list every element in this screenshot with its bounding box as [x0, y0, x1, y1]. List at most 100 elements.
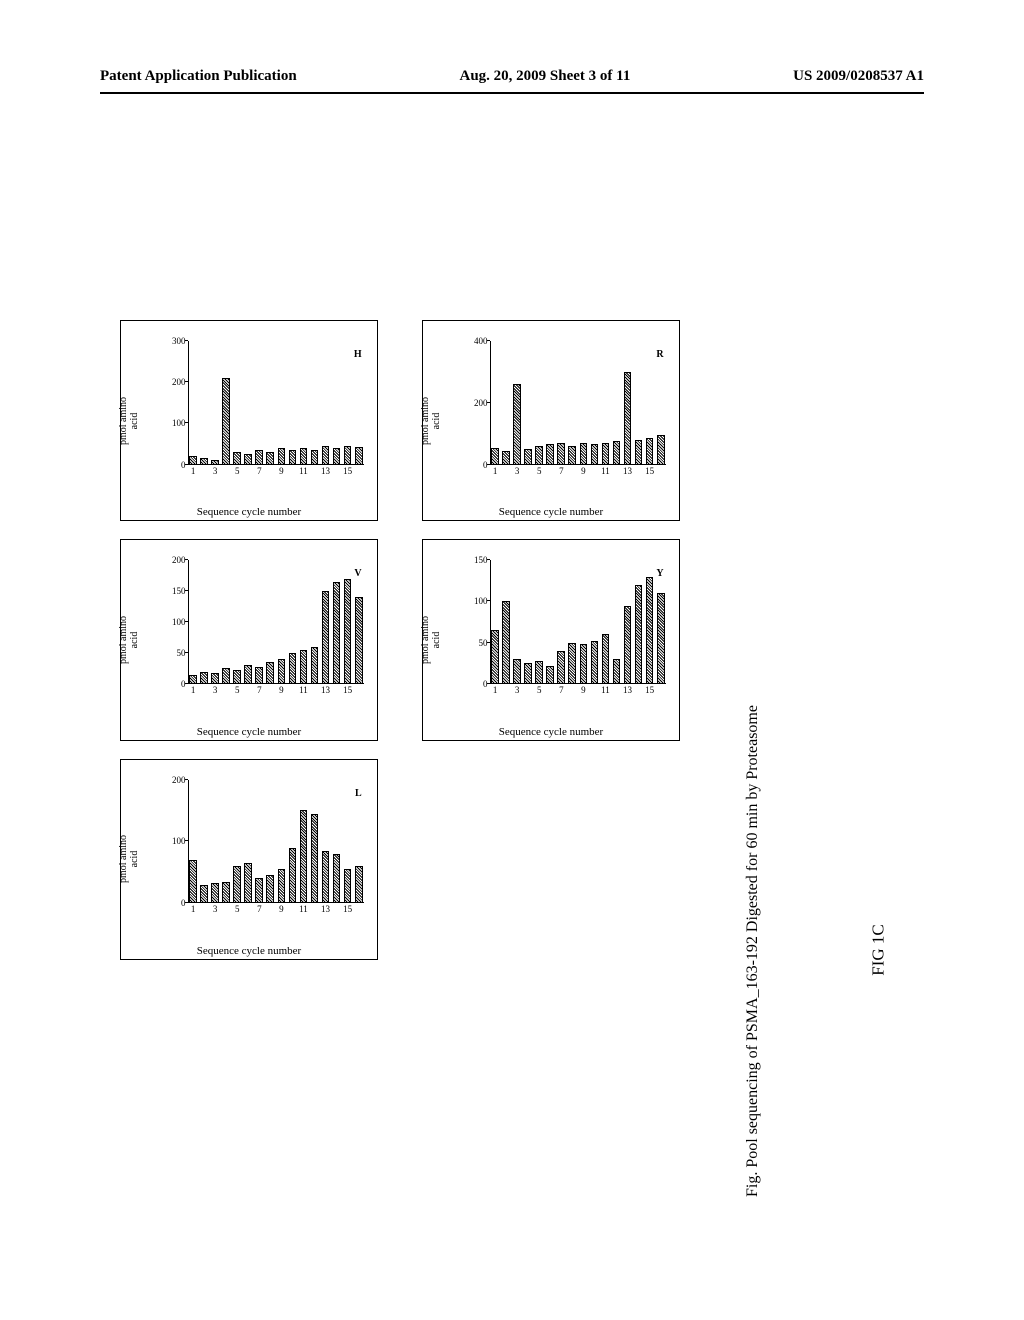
bar: [646, 577, 654, 684]
bar: [613, 659, 621, 684]
chart-panel: pmol amino acid010020030013579111315HSeq…: [120, 320, 378, 521]
plot-area: 010020030013579111315: [188, 341, 365, 465]
y-tick: 200: [474, 398, 488, 408]
bar: [344, 446, 352, 465]
x-tick: 9: [581, 466, 586, 476]
header-rule: [100, 92, 924, 94]
x-tick: 7: [559, 466, 564, 476]
bar: [255, 667, 263, 684]
bar: [255, 878, 263, 903]
y-tick: 100: [172, 836, 186, 846]
y-tick: 0: [483, 460, 488, 470]
x-tick: 1: [493, 685, 498, 695]
bar: [300, 650, 308, 684]
y-axis: [188, 341, 189, 465]
header-right: US 2009/0208537 A1: [793, 68, 924, 85]
plot-area: 020040013579111315: [490, 341, 667, 465]
bar: [322, 446, 330, 465]
bar: [535, 661, 543, 684]
bar: [244, 863, 252, 903]
x-tick: 5: [537, 685, 542, 695]
bar: [200, 672, 208, 684]
x-axis-label: Sequence cycle number: [499, 726, 603, 738]
bar: [602, 634, 610, 683]
y-tick: 100: [474, 596, 488, 606]
bar: [535, 446, 543, 465]
bar: [546, 444, 554, 464]
y-tick: 400: [474, 336, 488, 346]
plot-area: 010020013579111315: [188, 780, 365, 904]
x-tick: 11: [601, 685, 610, 695]
bar: [591, 641, 599, 684]
y-tick: 50: [479, 638, 488, 648]
bar: [524, 449, 532, 464]
y-tick-mark: [487, 642, 490, 643]
bar: [333, 448, 341, 464]
x-tick: 15: [645, 685, 654, 695]
x-tick: 7: [257, 904, 262, 914]
y-tick-mark: [487, 464, 490, 465]
bar: [311, 450, 319, 464]
page-header: Patent Application Publication Aug. 20, …: [0, 68, 1024, 85]
y-tick-mark: [487, 402, 490, 403]
bar: [266, 452, 274, 464]
bar: [266, 875, 274, 903]
x-tick: 3: [515, 466, 520, 476]
y-tick-mark: [185, 683, 188, 684]
y-tick-mark: [487, 340, 490, 341]
bar: [289, 653, 297, 684]
y-tick-mark: [185, 779, 188, 780]
y-axis-label: pmol amino acid: [118, 799, 140, 919]
header-left: Patent Application Publication: [100, 68, 297, 85]
y-tick-mark: [185, 559, 188, 560]
x-tick: 7: [559, 685, 564, 695]
bar: [513, 659, 521, 684]
y-tick: 0: [483, 679, 488, 689]
bar: [591, 444, 599, 464]
bar: [189, 675, 197, 684]
y-axis-label: pmol amino acid: [420, 580, 442, 700]
y-tick-mark: [185, 464, 188, 465]
bar: [211, 673, 219, 684]
bar: [222, 668, 230, 683]
x-tick: 1: [191, 685, 196, 695]
amino-acid-label: R: [656, 349, 663, 360]
figure-label: FIG 1C: [868, 924, 888, 975]
y-tick: 100: [172, 418, 186, 428]
x-tick: 15: [343, 685, 352, 695]
x-tick: 11: [601, 466, 610, 476]
x-tick: 15: [343, 904, 352, 914]
bar: [322, 851, 330, 904]
y-tick: 0: [181, 460, 186, 470]
bar: [513, 384, 521, 464]
bar: [300, 810, 308, 903]
x-axis-label: Sequence cycle number: [197, 945, 301, 957]
y-tick: 0: [181, 679, 186, 689]
bar: [624, 372, 632, 465]
y-tick-mark: [185, 902, 188, 903]
bar: [624, 606, 632, 684]
x-tick: 3: [515, 685, 520, 695]
x-tick: 5: [537, 466, 542, 476]
x-tick: 15: [645, 466, 654, 476]
bar: [244, 665, 252, 684]
y-axis-label: pmol amino acid: [118, 580, 140, 700]
amino-acid-label: H: [354, 349, 362, 360]
bar: [200, 458, 208, 464]
x-tick: 9: [279, 685, 284, 695]
x-tick: 7: [257, 466, 262, 476]
chart-panel: [422, 759, 680, 960]
y-tick-mark: [185, 590, 188, 591]
x-tick: 9: [279, 466, 284, 476]
x-axis-label: Sequence cycle number: [197, 726, 301, 738]
y-tick-mark: [487, 683, 490, 684]
y-tick: 100: [172, 617, 186, 627]
bar: [278, 659, 286, 684]
bar: [613, 441, 621, 464]
x-tick: 1: [191, 466, 196, 476]
bar: [278, 869, 286, 903]
y-axis: [188, 560, 189, 684]
x-tick: 13: [321, 685, 330, 695]
x-tick: 13: [623, 466, 632, 476]
plot-area: 05010015020013579111315: [188, 560, 365, 684]
